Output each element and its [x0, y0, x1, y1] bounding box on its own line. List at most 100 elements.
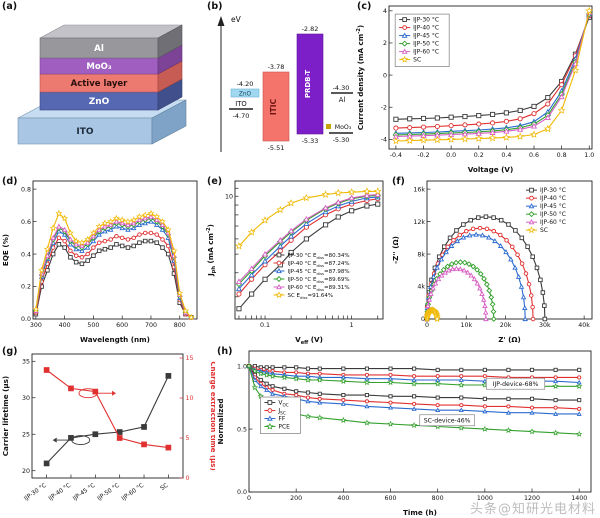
svg-text:IJP-30 °C: IJP-30 °C: [23, 483, 47, 503]
stability-chart: 0 200 400 600 800 1000 1200 1400 0.0 0.5 1.0 Time (…: [216, 350, 592, 517]
panel-e-jph-veff: (e) 0.1 1 10 Veff (V) Jph (mA cm-2) IJP-30 °C…: [205, 175, 390, 345]
svg-text:IJP-40 °C: IJP-40 °C: [48, 483, 72, 503]
svg-text:10: 10: [225, 193, 233, 200]
svg-text:JSC: JSC: [277, 408, 285, 416]
svg-text:IJP-60 °C Ediss=89.31%: IJP-60 °C Ediss=89.31%: [287, 285, 349, 292]
panel-label-h: (h): [217, 346, 233, 357]
svg-text:EQE (%): EQE (%): [1, 234, 10, 266]
panel-label-e: (e): [207, 176, 223, 187]
svg-text:1.0: 1.0: [584, 152, 594, 159]
svg-text:Charge extraction time (μs): Charge extraction time (μs): [209, 361, 215, 470]
al-name: Al: [339, 96, 346, 104]
svg-text:Normalized: Normalized: [216, 399, 225, 445]
panel-g-lifetime: (g) IJP-30 °C IJP-40 °C IJP-45 °C IJP-50 °C…: [0, 345, 215, 518]
layer-label-active: Active layer: [71, 79, 129, 89]
svg-text:-0.4: -0.4: [390, 152, 402, 159]
panel-h-stability: (h) 0 200 400 600 800 1000 1200 1400 0.0 0.5 1.0 Ti…: [215, 345, 600, 518]
svg-text:0.6: 0.6: [529, 152, 539, 159]
svg-text:IJP-45 °C: IJP-45 °C: [413, 33, 439, 40]
ev-axis: eV: [217, 15, 242, 152]
svg-text:SC: SC: [413, 57, 421, 64]
layer-label-ito: ITO: [76, 127, 93, 137]
svg-text:-0.2: -0.2: [417, 152, 429, 159]
svg-text:IJP-30 °C Ediss=80.34%: IJP-30 °C Ediss=80.34%: [287, 253, 349, 260]
device-stack-diagram: ITO ZnO Active layer MoO₃ Al: [17, 24, 187, 145]
svg-text:IJP-30 °C: IJP-30 °C: [540, 187, 566, 194]
svg-text:IJP-50 °C: IJP-50 °C: [413, 41, 439, 48]
ev-axis-label: eV: [231, 15, 242, 24]
svg-text:0.0: 0.0: [237, 489, 247, 496]
svg-text:FF: FF: [278, 416, 285, 423]
svg-text:IJP-45 °C: IJP-45 °C: [540, 203, 566, 210]
svg-text:35: 35: [22, 358, 30, 365]
layer-zno: ZnO: [39, 78, 183, 111]
svg-text:700: 700: [145, 322, 157, 329]
svg-text:5: 5: [186, 435, 190, 442]
layer-label-zno: ZnO: [89, 97, 110, 107]
svg-text:30k: 30k: [539, 322, 551, 329]
itic-top: -3.78: [268, 63, 285, 71]
svg-text:30: 30: [22, 395, 30, 402]
svg-text:25: 25: [22, 431, 30, 438]
svg-text:0.5: 0.5: [237, 426, 247, 433]
svg-text:16k: 16k: [413, 186, 425, 193]
eqe-chart: 300 400 500 600 700 800 0.0 0.2 0.4 0.6 0.8 Wavelen…: [1, 180, 198, 344]
svg-text:0: 0: [425, 322, 429, 329]
prdbt-bottom: -5.33: [302, 137, 319, 145]
panel-a-device-structure: (a) ITO ZnO Active layer MoO₃: [0, 0, 205, 175]
panel-b-energy-levels: (b) eV ITO -4.70 -4.20 ZnO -3.78 -5.51: [205, 0, 355, 175]
svg-text:800: 800: [432, 495, 444, 502]
panel-label-b: (b): [207, 1, 223, 12]
svg-text:0.2: 0.2: [474, 152, 484, 159]
panel-c-jv-curves: (c) -0.4 -0.2 0.0 0.2 0.4 0.6 0.8 1.0 -4 -2 0 2 4 Vol…: [355, 0, 600, 175]
moo3-value: -5.30: [333, 136, 350, 144]
svg-text:IJP-60 °C: IJP-60 °C: [540, 219, 566, 226]
layer-label-al: Al: [94, 44, 104, 54]
svg-text:15: 15: [186, 355, 194, 362]
layer-moo3: MoO₃: [39, 44, 183, 75]
svg-text:600: 600: [385, 495, 397, 502]
svg-text:12k: 12k: [413, 219, 425, 226]
svg-text:SC: SC: [540, 227, 548, 234]
svg-text:600: 600: [116, 322, 128, 329]
svg-text:Wavelength (nm): Wavelength (nm): [80, 335, 150, 344]
svg-text:1: 1: [350, 322, 354, 329]
svg-text:Voltage (V): Voltage (V): [468, 165, 514, 174]
svg-text:IJP-50 °C: IJP-50 °C: [97, 483, 121, 503]
layer-al: Al: [39, 24, 183, 59]
svg-text:IJP-40 °C Ediss=87.24%: IJP-40 °C Ediss=87.24%: [287, 261, 349, 268]
panel-label-f: (f): [392, 176, 405, 187]
panel-label-c: (c): [357, 1, 372, 12]
layer-label-moo3: MoO₃: [86, 62, 112, 72]
svg-text:IJP-40 °C: IJP-40 °C: [413, 25, 439, 32]
svg-text:Jph (mA cm-2): Jph (mA cm-2): [206, 224, 217, 277]
svg-text:PCE: PCE: [278, 424, 290, 431]
svg-text:IJP-40 °C: IJP-40 °C: [540, 195, 566, 202]
svg-text:0.2: 0.2: [21, 284, 31, 291]
svg-text:4: 4: [383, 8, 387, 15]
ito-name: ITO: [235, 100, 247, 108]
panel-d-eqe: (d) 300 400 500 600 700 800 0.0 0.2 0.4 0.6 0.8 Wav…: [0, 175, 205, 345]
svg-text:0: 0: [421, 316, 425, 323]
panel-f-impedance: (f) 0 10k 20k 30k 40k 0 4k 8k 12k 16k Z' (Ω) -Z'' (…: [390, 175, 600, 345]
svg-text:IJP-60 °C: IJP-60 °C: [121, 483, 145, 503]
svg-text:500: 500: [87, 322, 99, 329]
panel-label-d: (d): [2, 176, 18, 187]
svg-text:0: 0: [247, 495, 251, 502]
svg-text:0.0: 0.0: [21, 316, 31, 323]
svg-text:Current density (mA cm-2): Current density (mA cm-2): [356, 25, 365, 130]
svg-text:2: 2: [383, 40, 387, 47]
svg-text:0: 0: [383, 72, 387, 79]
svg-text:-4: -4: [381, 137, 387, 144]
svg-text:0.8: 0.8: [557, 152, 567, 159]
layer-active: Active layer: [39, 60, 183, 93]
svg-text:Carrier lifetime (μs): Carrier lifetime (μs): [1, 376, 10, 456]
svg-text:IJP-60 °C: IJP-60 °C: [413, 49, 439, 56]
svg-text:20: 20: [22, 468, 30, 475]
bar-itic: -3.78 -5.51 ITIC: [262, 63, 290, 152]
svg-text:1.0: 1.0: [237, 363, 247, 370]
svg-text:1200: 1200: [524, 495, 540, 502]
zno-value: -4.20: [237, 80, 254, 88]
svg-text:10: 10: [186, 395, 194, 402]
